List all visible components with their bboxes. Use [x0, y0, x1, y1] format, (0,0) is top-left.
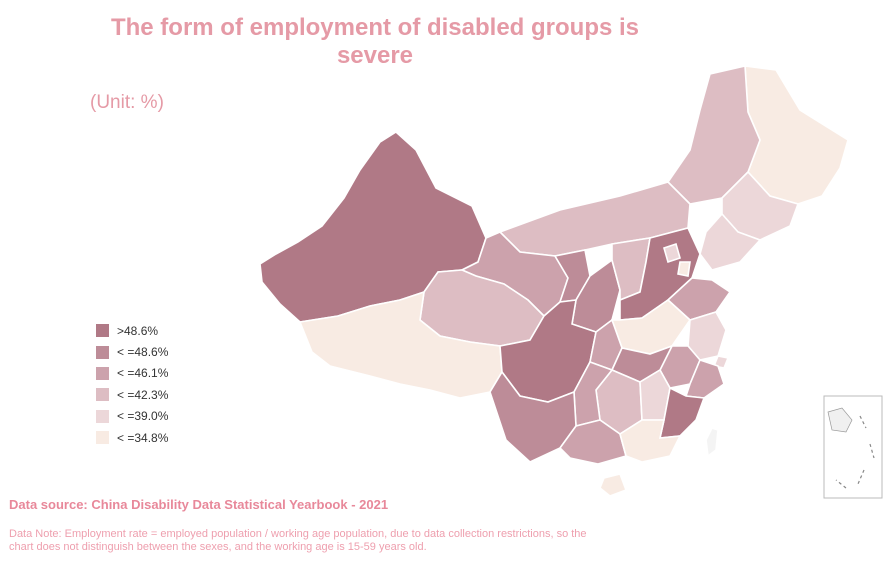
legend-label: < =34.8% [117, 430, 169, 445]
legend-swatch [96, 431, 109, 445]
region-hainan[interactable] [599, 473, 628, 497]
region-guangxi[interactable] [558, 419, 627, 465]
region-heilongjiang[interactable] [744, 65, 849, 205]
legend-label: < =48.6% [117, 345, 169, 360]
legend-item: < =34.8% [96, 427, 168, 448]
legend-item: < =46.1% [96, 363, 168, 384]
legend-swatch [96, 388, 109, 402]
legend-swatch [96, 324, 109, 338]
data-source: Data source: China Disability Data Stati… [9, 497, 389, 512]
inset-coastline [827, 407, 853, 433]
region-guangdong[interactable] [619, 419, 682, 463]
legend-label: >48.6% [117, 323, 159, 338]
region-tianjin[interactable] [677, 261, 691, 277]
region-beijing[interactable] [663, 242, 681, 264]
region-taiwan[interactable] [705, 427, 719, 458]
region-yunnan[interactable] [489, 370, 577, 463]
legend-swatch [96, 345, 109, 359]
legend-swatch [96, 366, 109, 380]
legend-swatch [96, 409, 109, 423]
legend-label: < =39.0% [117, 409, 169, 424]
region-liaoning[interactable] [699, 212, 762, 271]
legend-label: < =42.3% [117, 387, 169, 402]
legend-item: < =39.0% [96, 406, 168, 427]
legend-item: < =48.6% [96, 341, 168, 362]
legend-label: < =46.1% [117, 366, 169, 381]
map-title: The form of employment of disabled group… [110, 14, 640, 69]
legend-item: < =42.3% [96, 384, 168, 405]
unit-label: (Unit: %) [90, 92, 164, 113]
legend-item: >48.6% [96, 320, 168, 341]
data-note: Data Note: Employment rate = employed po… [9, 528, 587, 553]
inset-dashes [835, 415, 875, 489]
map-legend: >48.6% < =48.6% < =46.1% < =42.3% < =39.… [96, 320, 168, 448]
